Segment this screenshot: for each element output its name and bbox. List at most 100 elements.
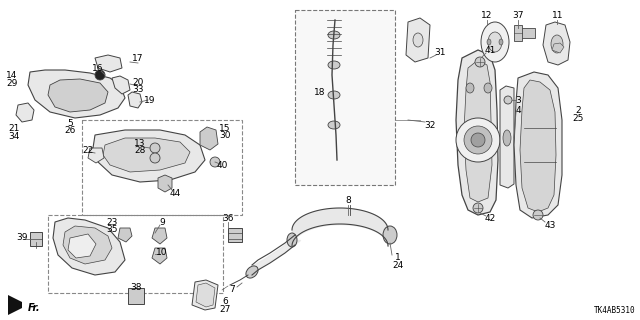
Text: 34: 34 <box>8 132 20 140</box>
Text: 28: 28 <box>134 146 146 155</box>
Text: 33: 33 <box>132 84 144 93</box>
Polygon shape <box>16 103 34 122</box>
Circle shape <box>471 133 485 147</box>
Text: 10: 10 <box>156 247 168 257</box>
Text: 22: 22 <box>83 146 93 155</box>
Polygon shape <box>152 248 167 264</box>
Text: 39: 39 <box>16 233 28 242</box>
Polygon shape <box>552 43 564 53</box>
Bar <box>128 288 144 304</box>
Text: 25: 25 <box>572 114 584 123</box>
Bar <box>514 25 522 41</box>
Ellipse shape <box>466 83 474 93</box>
Ellipse shape <box>413 33 423 47</box>
Circle shape <box>504 96 512 104</box>
Circle shape <box>210 157 220 167</box>
Text: 29: 29 <box>6 78 18 87</box>
Text: 26: 26 <box>64 125 76 134</box>
Text: 3: 3 <box>515 95 521 105</box>
Polygon shape <box>543 22 570 65</box>
Ellipse shape <box>499 39 503 45</box>
Text: 44: 44 <box>170 188 180 197</box>
Polygon shape <box>53 218 125 275</box>
Text: 19: 19 <box>144 95 156 105</box>
Text: 32: 32 <box>424 121 436 130</box>
Circle shape <box>533 210 543 220</box>
Text: 36: 36 <box>222 213 234 222</box>
Polygon shape <box>464 60 492 202</box>
Text: 6: 6 <box>222 298 228 307</box>
Text: 24: 24 <box>392 260 404 269</box>
Bar <box>517 28 535 38</box>
Ellipse shape <box>551 35 563 53</box>
Text: 2: 2 <box>575 106 581 115</box>
Polygon shape <box>28 70 125 118</box>
Text: 42: 42 <box>484 213 495 222</box>
Text: 43: 43 <box>544 220 556 229</box>
Text: 7: 7 <box>229 285 235 294</box>
Polygon shape <box>118 228 132 242</box>
Polygon shape <box>112 76 130 94</box>
Text: 23: 23 <box>106 218 118 227</box>
Text: 8: 8 <box>345 196 351 204</box>
Ellipse shape <box>328 61 340 69</box>
FancyBboxPatch shape <box>295 10 395 185</box>
Polygon shape <box>196 283 215 307</box>
Polygon shape <box>514 72 562 218</box>
Text: 38: 38 <box>131 284 141 292</box>
Text: 27: 27 <box>220 305 230 314</box>
Ellipse shape <box>328 121 340 129</box>
Text: 15: 15 <box>220 124 231 132</box>
Circle shape <box>456 118 500 162</box>
Polygon shape <box>456 50 498 215</box>
Text: 20: 20 <box>132 77 144 86</box>
Polygon shape <box>520 80 556 212</box>
Bar <box>30 232 42 246</box>
Polygon shape <box>200 127 218 150</box>
Text: 37: 37 <box>512 11 524 20</box>
Text: 14: 14 <box>6 70 18 79</box>
Polygon shape <box>103 138 190 172</box>
Text: Fr.: Fr. <box>28 303 40 313</box>
Ellipse shape <box>488 32 502 52</box>
Polygon shape <box>192 280 218 310</box>
Ellipse shape <box>487 39 491 45</box>
Polygon shape <box>63 226 112 264</box>
Text: 21: 21 <box>8 124 20 132</box>
Ellipse shape <box>503 130 511 146</box>
Circle shape <box>475 57 485 67</box>
Polygon shape <box>158 175 172 192</box>
Polygon shape <box>95 55 122 72</box>
Polygon shape <box>500 86 514 188</box>
Ellipse shape <box>287 233 297 247</box>
Circle shape <box>473 203 483 213</box>
Circle shape <box>150 143 160 153</box>
Ellipse shape <box>484 83 492 93</box>
Polygon shape <box>68 234 96 258</box>
Polygon shape <box>8 295 22 315</box>
Text: 11: 11 <box>552 11 564 20</box>
Text: 35: 35 <box>106 225 118 234</box>
Ellipse shape <box>246 266 258 278</box>
Circle shape <box>95 70 105 80</box>
Text: TK4AB5310: TK4AB5310 <box>593 306 635 315</box>
Ellipse shape <box>383 226 397 244</box>
Text: 5: 5 <box>67 118 73 127</box>
Circle shape <box>464 126 492 154</box>
Polygon shape <box>88 148 104 163</box>
Circle shape <box>150 153 160 163</box>
Text: 16: 16 <box>92 63 104 73</box>
Text: 40: 40 <box>216 161 228 170</box>
Text: 1: 1 <box>395 253 401 262</box>
Text: 4: 4 <box>515 106 521 115</box>
Text: 9: 9 <box>159 218 165 227</box>
Text: 41: 41 <box>484 45 496 54</box>
Polygon shape <box>93 130 205 182</box>
Ellipse shape <box>328 91 340 99</box>
Bar <box>228 228 242 242</box>
Text: 17: 17 <box>132 53 144 62</box>
Text: 12: 12 <box>481 11 493 20</box>
Ellipse shape <box>328 31 340 39</box>
Text: 13: 13 <box>134 139 146 148</box>
Polygon shape <box>406 18 430 62</box>
